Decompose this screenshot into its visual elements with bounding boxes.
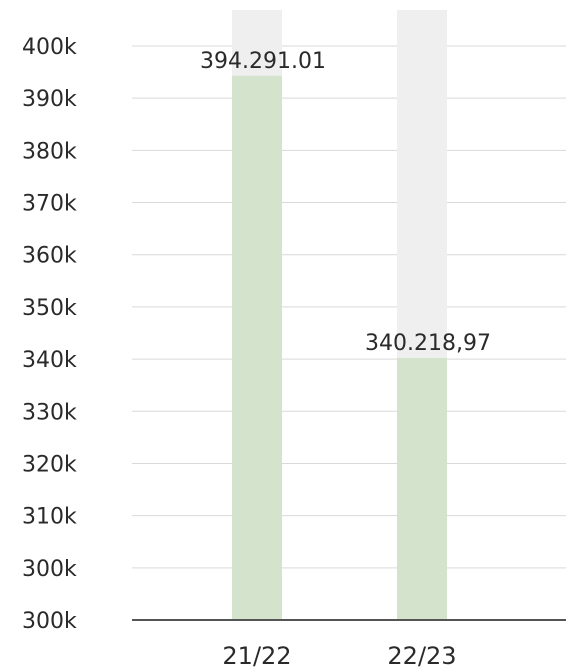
data-label: 340.218,97 bbox=[365, 331, 491, 356]
y-tick-label: 300k bbox=[22, 557, 77, 582]
x-tick-labels: 21/22 22/23 bbox=[222, 642, 456, 670]
data-label: 394.291.01 bbox=[200, 49, 326, 74]
bar[interactable] bbox=[397, 357, 447, 620]
x-tick-label: 21/22 bbox=[222, 642, 291, 670]
y-tick-label: 330k bbox=[22, 400, 77, 425]
y-tick-labels: 400k 390k 380k 370k 360k 350k 340k 330k 320k 310k… bbox=[22, 35, 77, 634]
data-labels: 394.291.01 340.218,97 bbox=[200, 49, 491, 356]
y-tick-label: 390k bbox=[22, 87, 77, 112]
x-tick-label: 22/23 bbox=[387, 642, 456, 670]
y-tick-label: 310k bbox=[22, 505, 77, 530]
bar[interactable] bbox=[232, 75, 282, 621]
grid-lines bbox=[132, 45, 566, 569]
y-tick-label: 340k bbox=[22, 348, 77, 373]
y-tick-label: 380k bbox=[22, 139, 77, 164]
y-tick-label: 320k bbox=[22, 452, 77, 477]
y-tick-label: 360k bbox=[22, 244, 77, 269]
bars bbox=[232, 75, 447, 621]
y-tick-label: 400k bbox=[22, 35, 77, 60]
y-tick-label: 300k bbox=[22, 609, 77, 634]
y-tick-label: 370k bbox=[22, 192, 77, 217]
y-tick-label: 350k bbox=[22, 296, 77, 321]
